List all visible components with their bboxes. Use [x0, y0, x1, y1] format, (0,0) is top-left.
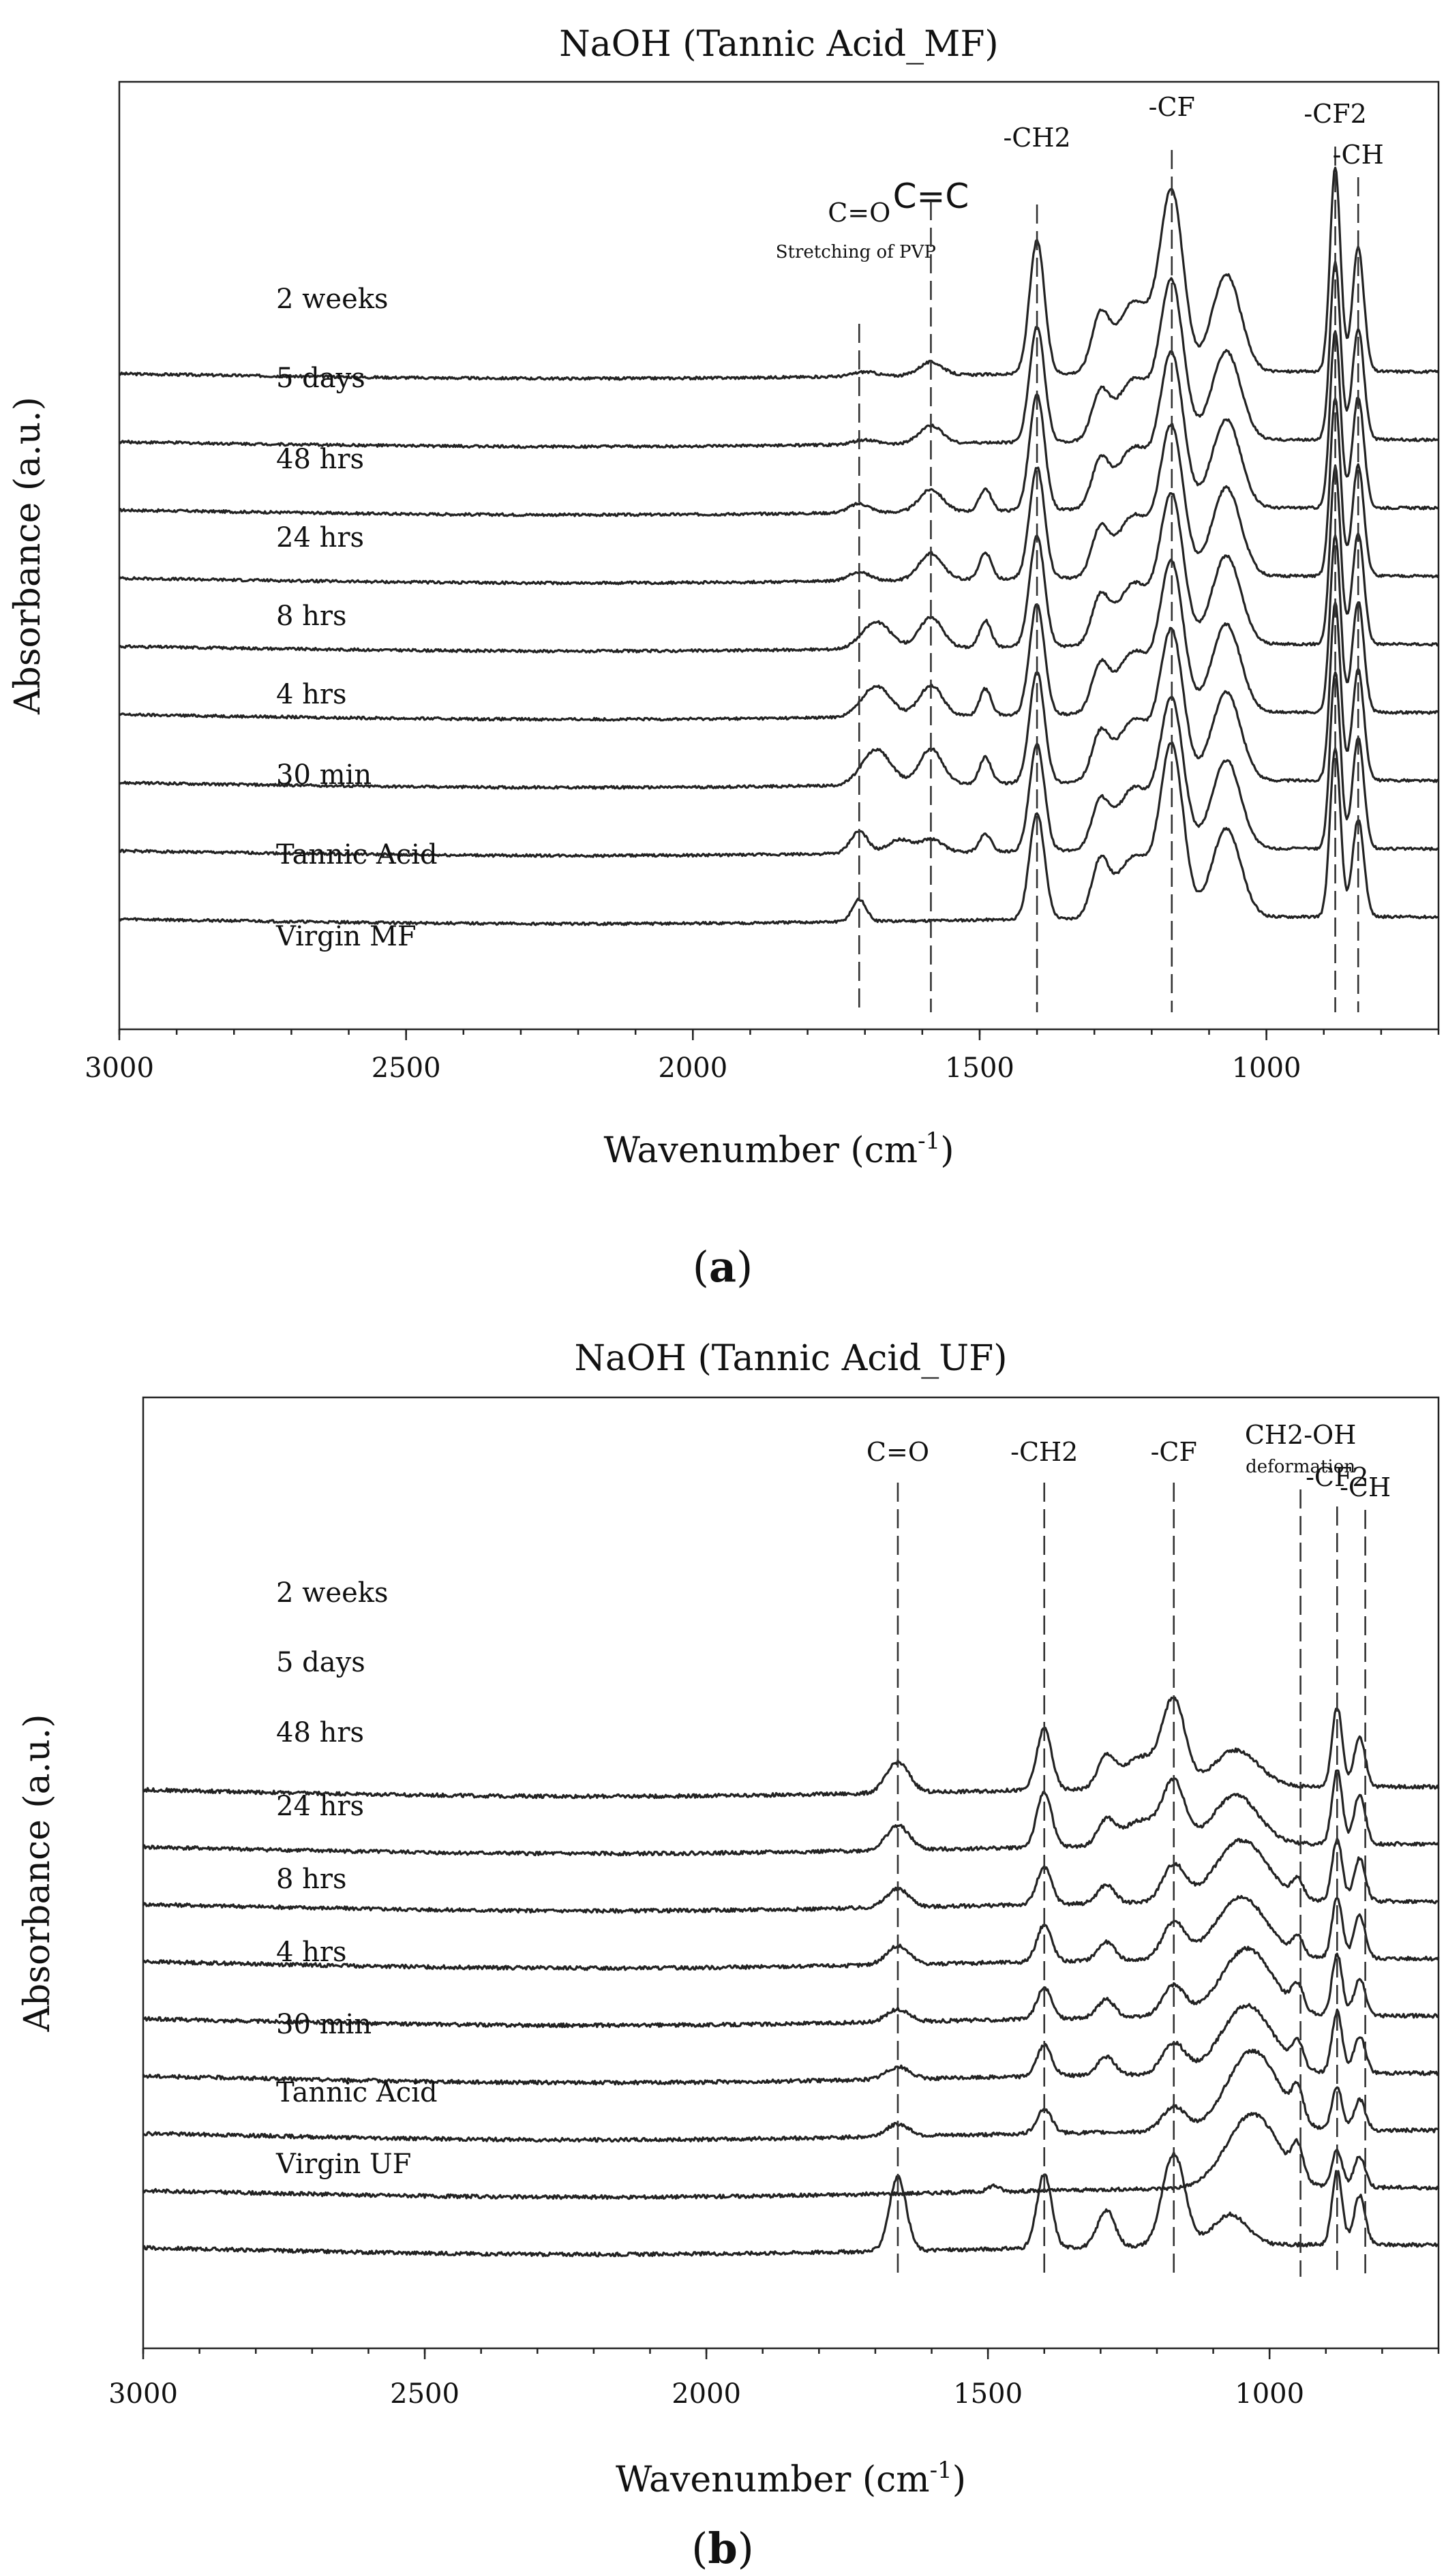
series-line-8-hrs — [119, 464, 1439, 654]
series-label-8-hrs: 8 hrs — [276, 601, 347, 632]
series-line-30-min — [142, 2048, 1439, 2143]
series-line-48-hrs — [142, 1837, 1439, 1914]
series-label-tannic-acid: Tannic Acid — [276, 2077, 438, 2108]
annotation-ch2-oh: CH2-OH — [1245, 1420, 1357, 1450]
x-tick-label-3000: 3000 — [108, 2378, 178, 2410]
series-line-30-min — [119, 601, 1439, 790]
annotation-cf: -CF — [1151, 1437, 1197, 1467]
x-axis-label: Wavenumber (cm-1) — [604, 1127, 954, 1171]
annotation-ch: -CH — [1333, 140, 1384, 170]
series-line-8-hrs — [142, 1945, 1439, 2029]
series-label-4-hrs: 4 hrs — [276, 1937, 347, 1968]
series-label-tannic-acid: Tannic Acid — [276, 839, 438, 870]
series-line-5-days — [118, 260, 1439, 449]
series-label-virgin-uf: Virgin UF — [275, 2149, 411, 2180]
series-label-48-hrs: 48 hrs — [276, 1717, 364, 1748]
chart-title: NaOH (Tannic Acid_MF) — [559, 24, 998, 65]
annotation-ch2: -CH2 — [1003, 123, 1070, 153]
annotation-cf2: -CF2 — [1306, 1462, 1368, 1492]
x-tick-label-2500: 2500 — [390, 2378, 460, 2410]
series-line-24-hrs — [142, 1894, 1440, 1971]
x-tick-label-1500: 1500 — [945, 1052, 1014, 1084]
annotation-ch2: -CH2 — [1010, 1437, 1078, 1467]
series-group — [142, 1696, 1440, 2258]
series-line-tannic-acid — [119, 671, 1440, 858]
chart-panel-a: NaOH (Tannic Acid_MF) 3000 2500 2000 1500 100… — [7, 24, 1440, 1292]
x-tick-label-1000: 1000 — [1235, 2378, 1304, 2410]
x-tick-label-2000: 2000 — [672, 2378, 741, 2410]
series-line-48-hrs — [119, 330, 1439, 517]
series-group — [118, 166, 1440, 926]
series-label-30-min: 30 min — [276, 2009, 372, 2040]
series-line-5-days — [142, 1769, 1440, 1857]
y-axis-label: Absorbance (a.u.) — [7, 397, 48, 715]
plot-frame — [118, 80, 1440, 1031]
series-label-2-weeks: 2 weeks — [276, 1577, 389, 1609]
x-tick-label-2500: 2500 — [372, 1052, 441, 1084]
series-label-24-hrs: 24 hrs — [276, 1791, 364, 1822]
series-line-tannic-acid — [142, 2112, 1440, 2200]
annotation-c-o: C=O — [867, 1437, 929, 1467]
annotation-sub-deformation: deformation — [1246, 1457, 1355, 1477]
x-axis-label: Wavenumber (cm-1) — [616, 2457, 966, 2500]
annotation-c-o: C=O — [828, 198, 890, 228]
chart-panel-b: NaOH (Tannic Acid_UF) 3000 2500 2000 1500 100… — [17, 1338, 1440, 2573]
annotation-cf2: -CF2 — [1304, 99, 1366, 129]
x-tick-label-3000: 3000 — [85, 1052, 154, 1084]
x-tick-label-2000: 2000 — [658, 1052, 727, 1084]
x-tick-label-1500: 1500 — [953, 2378, 1023, 2410]
series-label-5-days: 5 days — [276, 1647, 365, 1678]
series-line-24-hrs — [118, 397, 1440, 586]
chart-title: NaOH (Tannic Acid_UF) — [575, 1338, 1008, 1379]
series-line-4-hrs — [142, 2003, 1440, 2086]
series-label-4-hrs: 4 hrs — [276, 679, 347, 710]
panel-label: (b) — [691, 2524, 754, 2573]
series-label-30-min: 30 min — [276, 759, 372, 791]
series-label-24-hrs: 24 hrs — [276, 522, 364, 554]
y-axis-label: Absorbance (a.u.) — [17, 1714, 58, 2032]
series-label-48-hrs: 48 hrs — [276, 444, 364, 475]
series-label-8-hrs: 8 hrs — [276, 1864, 347, 1895]
series-label-virgin-mf: Virgin MF — [275, 921, 417, 952]
plot-frame — [142, 1396, 1440, 2350]
panel-label: (a) — [693, 1242, 753, 1292]
series-label-2-weeks: 2 weeks — [276, 284, 389, 315]
x-tick-label-1000: 1000 — [1232, 1052, 1301, 1084]
annotation-ch: -CH — [1340, 1472, 1391, 1502]
series-line-2-weeks — [119, 166, 1440, 381]
series-line-4-hrs — [119, 534, 1439, 722]
annotation-sub-stretching-of-pvp: Stretching of PVP — [776, 242, 936, 262]
series-line-2-weeks — [142, 1696, 1440, 1800]
series-line-virgin-mf — [118, 741, 1439, 926]
series-line-virgin-uf — [142, 2151, 1439, 2258]
annotation-cf: -CF — [1149, 92, 1195, 122]
series-label-5-days: 5 days — [276, 363, 365, 394]
